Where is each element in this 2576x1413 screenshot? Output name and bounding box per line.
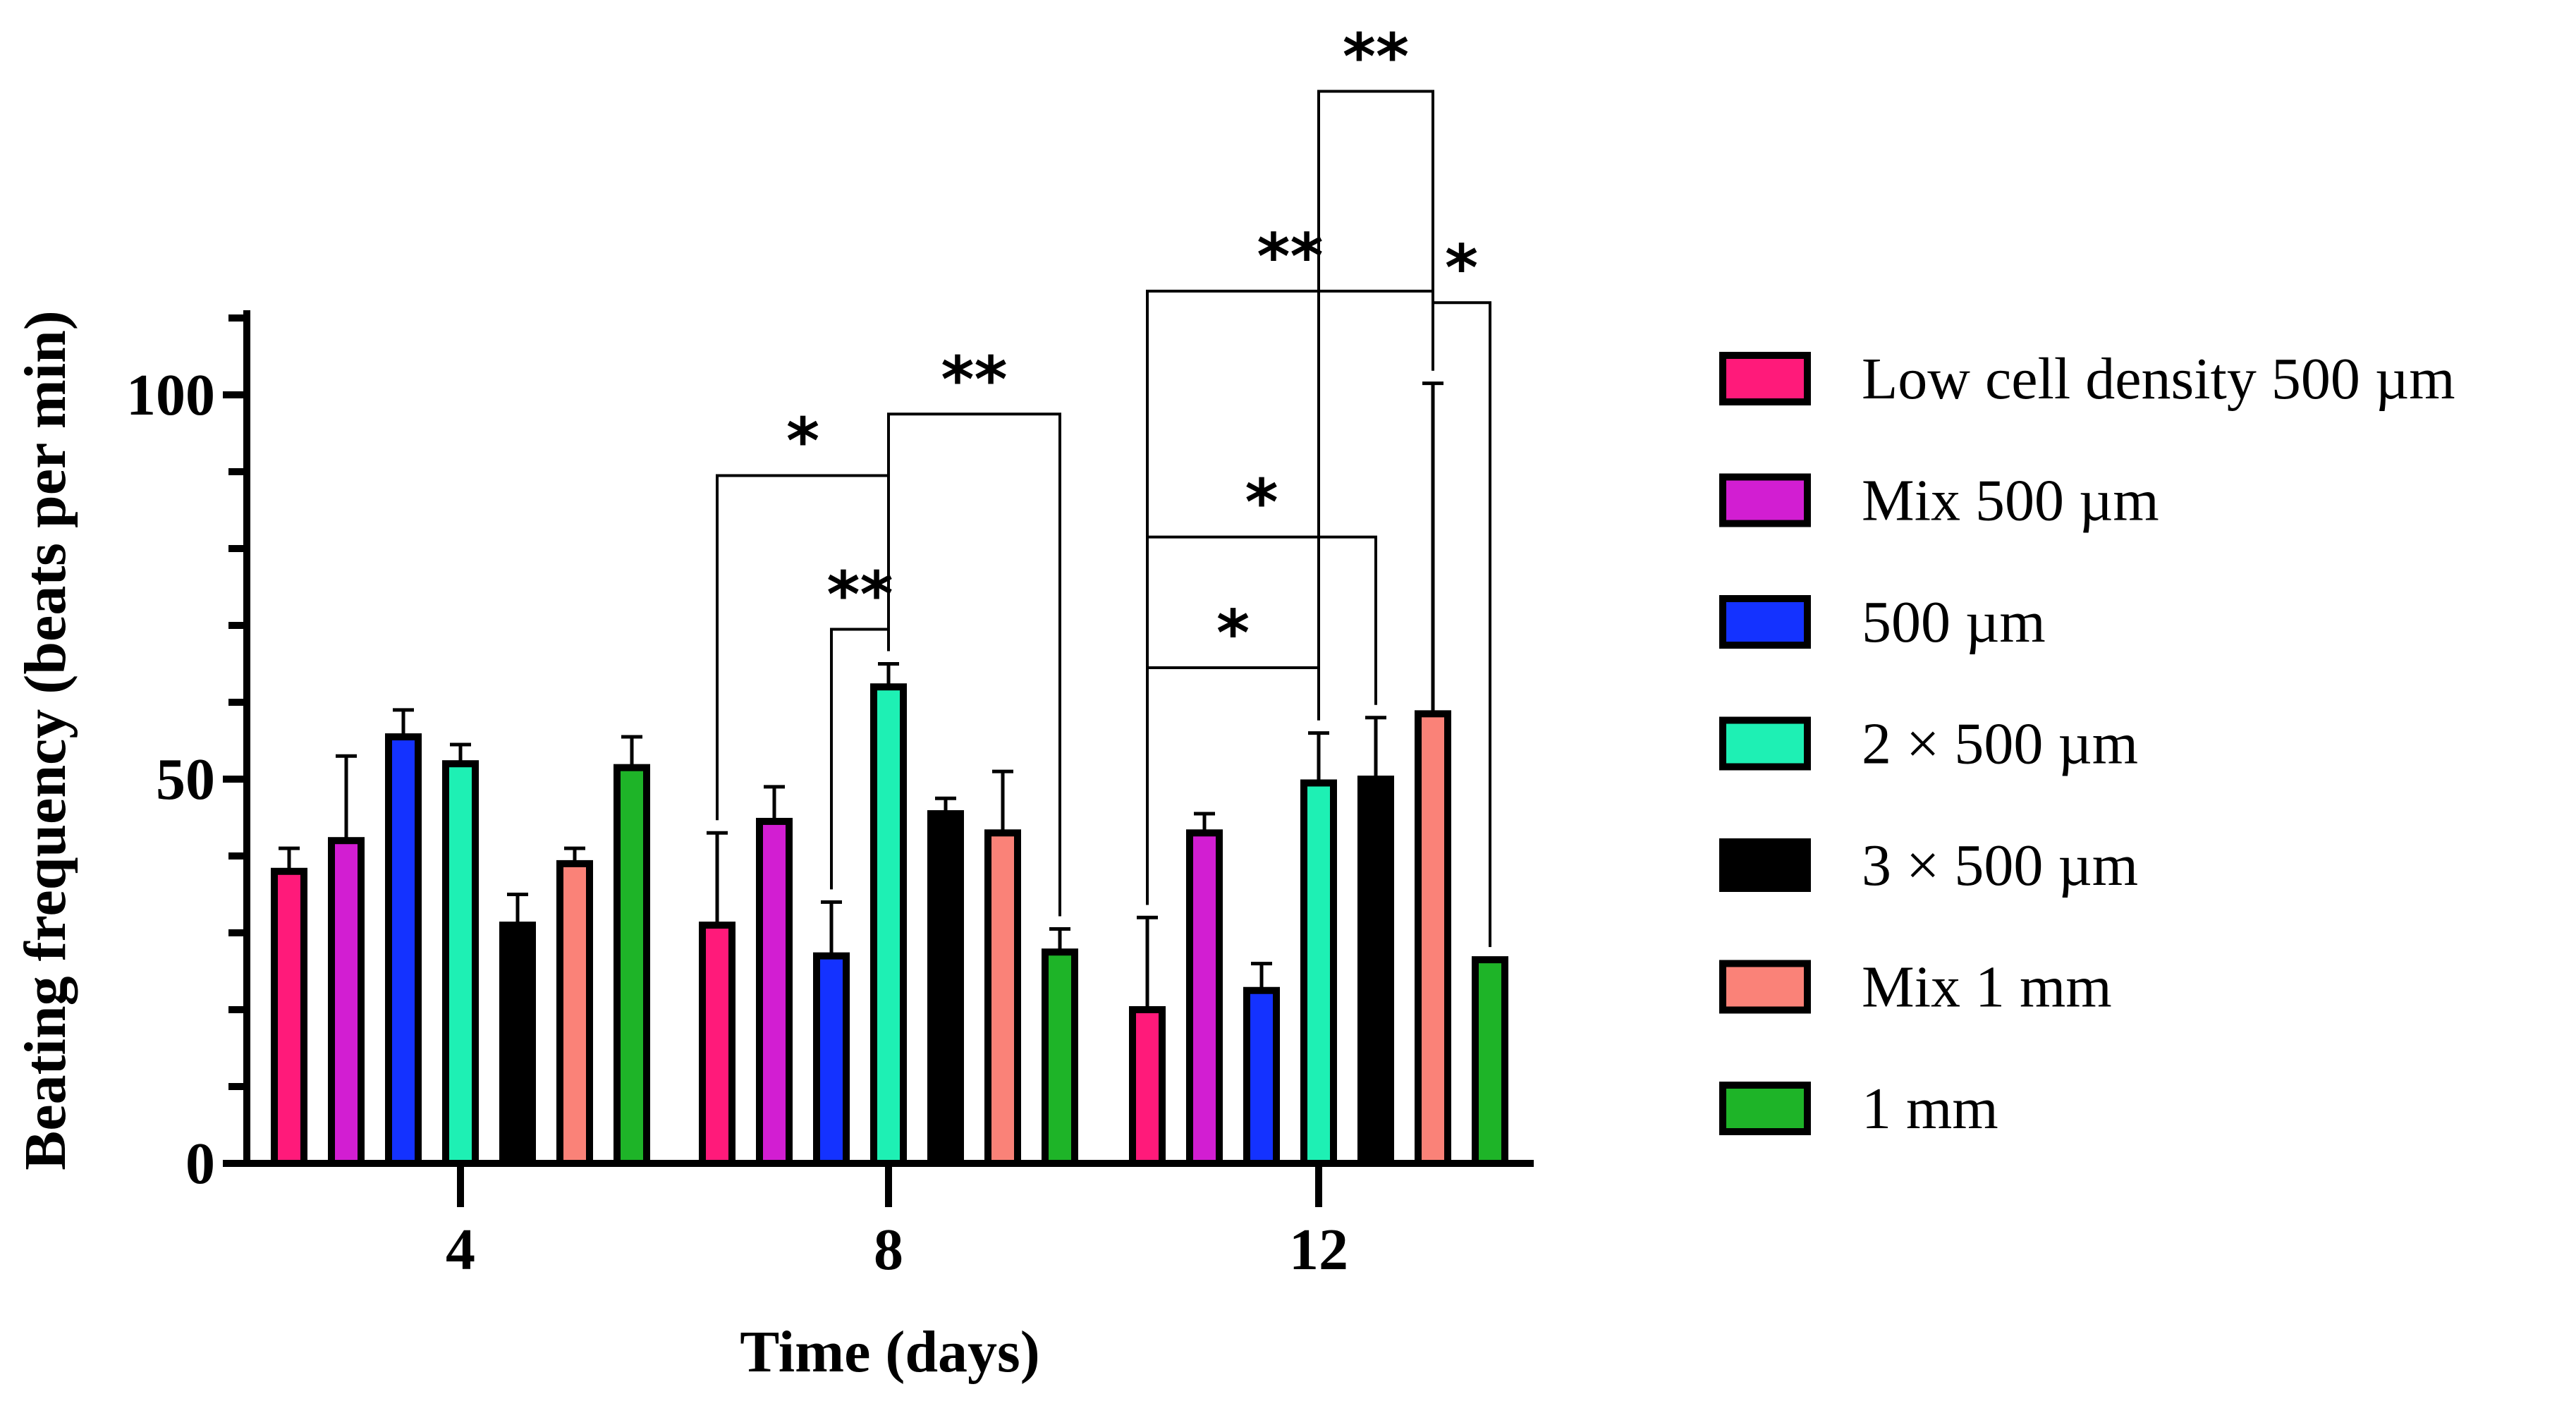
legend-swatch [1719,352,1811,405]
bar [1042,948,1078,1167]
bar [499,922,536,1167]
bar [870,683,907,1167]
legend-label: 500 µm [1862,589,2046,655]
legend-swatch [1719,716,1811,771]
significance-label: * [1445,231,1478,305]
bar [1415,710,1451,1167]
y-tick-label: 50 [156,747,215,812]
legend-swatch [1719,1082,1811,1135]
bar [813,952,850,1167]
y-tick-label: 0 [185,1131,215,1197]
significance-label: * [1216,597,1250,671]
bar [984,829,1021,1168]
bar [1472,956,1508,1168]
significance-bracket [1146,535,1377,905]
y-axis-title: Beating frequency (beats per min) [13,310,78,1170]
legend: Low cell density 500 µm Mix 500 µm 500 µm 2… [1719,346,2455,1142]
legend-label: 2 × 500 µm [1862,711,2138,777]
legend-swatch [1719,595,1811,649]
significance-label: * [1245,466,1278,540]
x-tick-label: 4 [446,1217,475,1283]
bar [614,764,650,1167]
legend-label: 3 × 500 µm [1862,833,2138,898]
significance-label: ** [1257,220,1323,294]
significance-layer: ************ [716,20,1491,948]
bar [1243,986,1280,1167]
legend-label: 1 mm [1862,1076,1998,1142]
significance-label: ** [941,343,1007,417]
bar [271,867,307,1168]
legend-swatch [1719,838,1811,892]
x-tick-label: 12 [1289,1217,1348,1283]
bar [927,810,964,1168]
significance-bracket [716,474,890,821]
y-tick-label: 100 [126,362,215,428]
bar [1300,779,1337,1167]
legend-label: Low cell density 500 µm [1862,346,2455,412]
significance-label: * [786,404,819,478]
bar [328,837,365,1167]
bar [385,733,422,1168]
bar [556,860,593,1168]
legend-swatch [1719,960,1811,1014]
x-axis-title: Time (days) [740,1319,1039,1385]
significance-bracket [887,412,1061,917]
x-tick-label: 8 [874,1217,903,1283]
significance-bracket [830,628,890,890]
significance-bracket [1146,666,1320,905]
significance-label: ** [826,558,893,632]
legend-swatch [1719,473,1811,527]
significance-bracket [1317,90,1434,721]
legend-label: Mix 1 mm [1862,955,2112,1020]
bar [1129,1006,1166,1167]
bar [1357,776,1394,1167]
bar [442,760,479,1167]
bar [699,922,735,1167]
bar [756,817,793,1167]
significance-bracket [1432,301,1491,948]
bar [1186,829,1223,1168]
significance-label: ** [1343,20,1409,94]
legend-label: Mix 500 µm [1862,468,2159,534]
